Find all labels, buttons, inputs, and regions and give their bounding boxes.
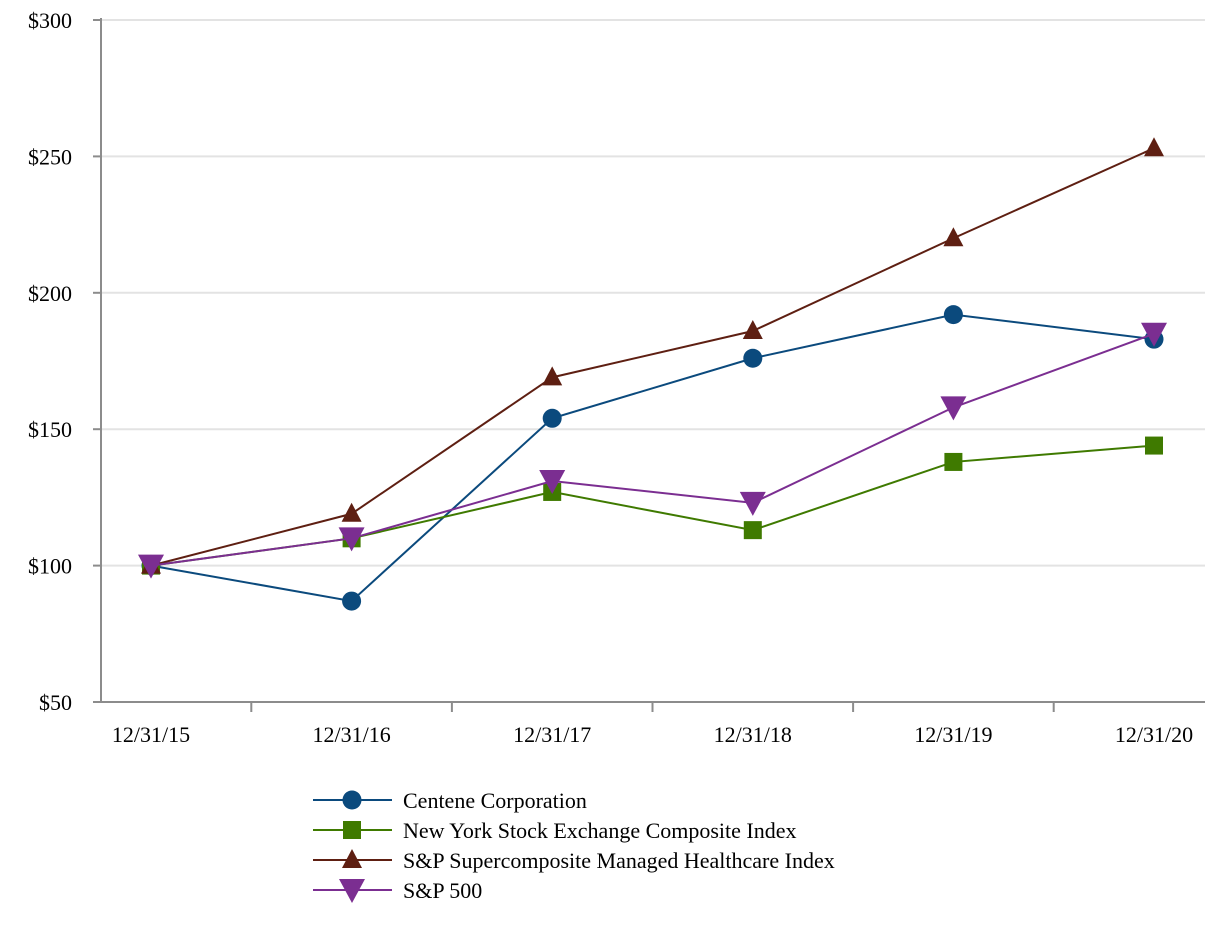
data-point: [940, 396, 967, 421]
data-point: [943, 227, 964, 247]
data-point: [739, 491, 766, 516]
data-point: [944, 452, 963, 471]
legend-marker: [342, 849, 362, 868]
data-point: [342, 591, 362, 611]
data-point: [742, 319, 763, 339]
data-point: [1141, 322, 1167, 347]
series-lines: [138, 137, 1167, 611]
series-3: [138, 322, 1167, 579]
y-axis-tick-labels: $50 $100 $150 $200 $250 $300: [28, 8, 72, 715]
x-tick-label: 12/31/20: [1115, 722, 1193, 747]
legend-label: S&P Supercomposite Managed Healthcare In…: [403, 848, 835, 873]
legend: Centene Corporation New York Stock Exchan…: [313, 788, 835, 903]
data-point: [743, 348, 763, 368]
y-tick-label: $250: [28, 144, 72, 169]
data-point: [338, 527, 365, 552]
data-point: [542, 408, 562, 428]
series-line: [150, 147, 1155, 567]
axes: [93, 18, 1205, 712]
data-point: [542, 366, 563, 386]
data-point: [943, 305, 963, 325]
legend-label: New York Stock Exchange Composite Index: [403, 818, 797, 843]
y-tick-label: $150: [28, 417, 72, 442]
series-2: [141, 137, 1164, 574]
series-line: [150, 332, 1155, 567]
legend-marker: [343, 821, 361, 839]
legend-marker: [342, 790, 362, 810]
legend-item: New York Stock Exchange Composite Index: [313, 818, 797, 843]
legend-item: S&P Supercomposite Managed Healthcare In…: [313, 848, 835, 873]
x-axis-tick-labels: 12/31/15 12/31/16 12/31/17 12/31/18 12/31/19…: [112, 722, 1193, 747]
legend-item: Centene Corporation: [313, 788, 587, 813]
x-tick-label: 12/31/15: [112, 722, 190, 747]
x-tick-label: 12/31/16: [312, 722, 390, 747]
x-tick-label: 12/31/19: [914, 722, 992, 747]
legend-label: Centene Corporation: [403, 788, 587, 813]
y-tick-label: $50: [39, 690, 72, 715]
data-point: [539, 470, 566, 495]
x-tick-label: 12/31/18: [714, 722, 792, 747]
series-line: [150, 313, 1155, 603]
data-point: [1144, 137, 1164, 157]
legend-marker: [339, 879, 365, 903]
legend-item: S&P 500: [313, 878, 482, 903]
y-tick-label: $200: [28, 281, 72, 306]
x-tick-label: 12/31/17: [513, 722, 591, 747]
data-point: [341, 502, 362, 522]
data-point: [138, 554, 164, 579]
gridlines: [101, 19, 1205, 567]
data-point: [1145, 436, 1163, 455]
y-tick-label: $300: [28, 8, 72, 33]
series-1: [142, 436, 1163, 575]
y-tick-label: $100: [28, 554, 72, 579]
legend-label: S&P 500: [403, 878, 482, 903]
data-point: [743, 521, 762, 540]
series-line: [150, 444, 1155, 567]
